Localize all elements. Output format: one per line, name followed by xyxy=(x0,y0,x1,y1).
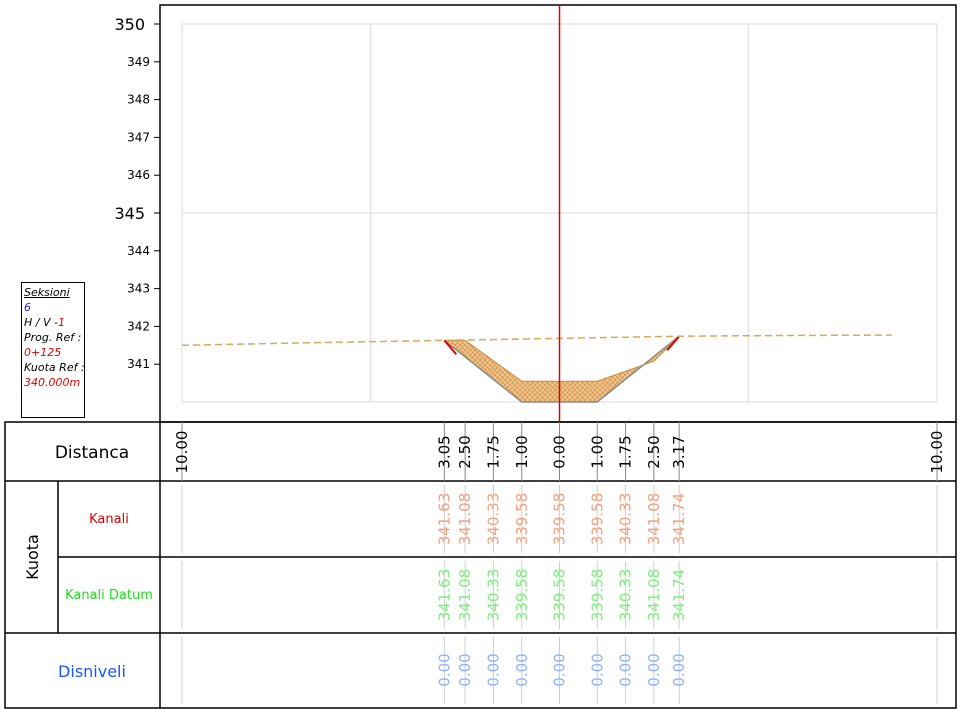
disniveli-value: 0.00 xyxy=(456,653,474,686)
info-prog-label: Prog. Ref : xyxy=(24,331,82,344)
kanali-datum-value: 341.63 xyxy=(435,569,453,622)
distance-value: 3.05 xyxy=(435,435,453,468)
kanali-datum-value: 341.08 xyxy=(456,569,474,622)
info-prog-value: 0+125 xyxy=(24,346,62,359)
info-kuota-label: Kuota Ref : xyxy=(24,361,85,374)
info-hv-label: H / V - xyxy=(24,316,58,329)
distance-value: 10.00 xyxy=(173,431,191,474)
distanca-label: Distanca xyxy=(55,443,129,463)
left-edge-marker xyxy=(443,339,458,356)
info-hv-value: 1 xyxy=(57,316,65,329)
kanali-label: Kanali xyxy=(89,512,129,527)
distance-value: 1.75 xyxy=(484,435,502,468)
kanali-datum-value: 340.33 xyxy=(484,569,502,622)
distance-value: 3.17 xyxy=(670,435,688,468)
info-section-number: 6 xyxy=(24,301,31,314)
kanali-datum-value: 341.08 xyxy=(645,569,663,622)
y-tick-label: 343 xyxy=(127,282,150,296)
distance-value: 1.00 xyxy=(588,435,606,468)
y-tick-label: 342 xyxy=(127,319,150,333)
section-info-box: Seksioni 6 H / V -1 Prog. Ref : 0+125 Ku… xyxy=(21,282,85,418)
kanali-datum-value: 339.58 xyxy=(551,569,569,622)
disniveli-value: 0.00 xyxy=(513,653,531,686)
disniveli-value: 0.00 xyxy=(617,653,635,686)
disniveli-value: 0.00 xyxy=(588,653,606,686)
kanali-value: 340.33 xyxy=(617,493,635,546)
data-table-frame xyxy=(4,421,957,709)
info-title: Seksioni xyxy=(24,286,70,299)
y-tick-label: 341 xyxy=(127,357,150,371)
kanali-value: 339.58 xyxy=(551,493,569,546)
right-edge-marker xyxy=(666,335,680,351)
y-tick-label: 344 xyxy=(127,244,150,258)
info-hv: H / V -1 xyxy=(24,315,82,330)
distance-value: 2.50 xyxy=(645,435,663,468)
distance-value: 0.00 xyxy=(551,435,569,468)
y-tick-label: 349 xyxy=(127,55,150,69)
y-tick-label: 347 xyxy=(127,130,150,144)
disniveli-value: 0.00 xyxy=(484,653,502,686)
distance-value: 2.50 xyxy=(456,435,474,468)
y-tick-label: 350 xyxy=(114,15,145,34)
kanali-value: 341.74 xyxy=(670,493,688,546)
disniveli-value: 0.00 xyxy=(435,653,453,686)
kanali-datum-value: 340.33 xyxy=(617,569,635,622)
kanali-datum-label: Kanali Datum xyxy=(65,588,153,603)
distance-value: 10.00 xyxy=(928,431,946,474)
ground-profile-line xyxy=(181,334,892,347)
distance-value: 1.00 xyxy=(513,435,531,468)
y-tick-label: 348 xyxy=(127,93,150,107)
kanali-value: 339.58 xyxy=(513,493,531,546)
distance-value: 1.75 xyxy=(617,435,635,468)
kanali-datum-value: 341.74 xyxy=(670,569,688,622)
kanali-datum-value: 339.58 xyxy=(588,569,606,622)
kanali-datum-value: 339.58 xyxy=(513,569,531,622)
kanali-value: 340.33 xyxy=(484,493,502,546)
disniveli-label: Disniveli xyxy=(58,662,126,681)
disniveli-value: 0.00 xyxy=(670,653,688,686)
disniveli-value: 0.00 xyxy=(645,653,663,686)
disniveli-value: 0.00 xyxy=(551,653,569,686)
kanali-value: 341.08 xyxy=(645,493,663,546)
kanali-value: 339.58 xyxy=(588,493,606,546)
kanali-value: 341.08 xyxy=(456,493,474,546)
kanali-value: 341.63 xyxy=(435,493,453,546)
y-tick-label: 345 xyxy=(114,204,145,223)
y-tick-label: 346 xyxy=(127,168,150,182)
kuota-label: Kuota xyxy=(23,534,42,580)
excavation-area xyxy=(444,336,680,402)
info-kuota-value: 340.000m xyxy=(24,376,81,389)
